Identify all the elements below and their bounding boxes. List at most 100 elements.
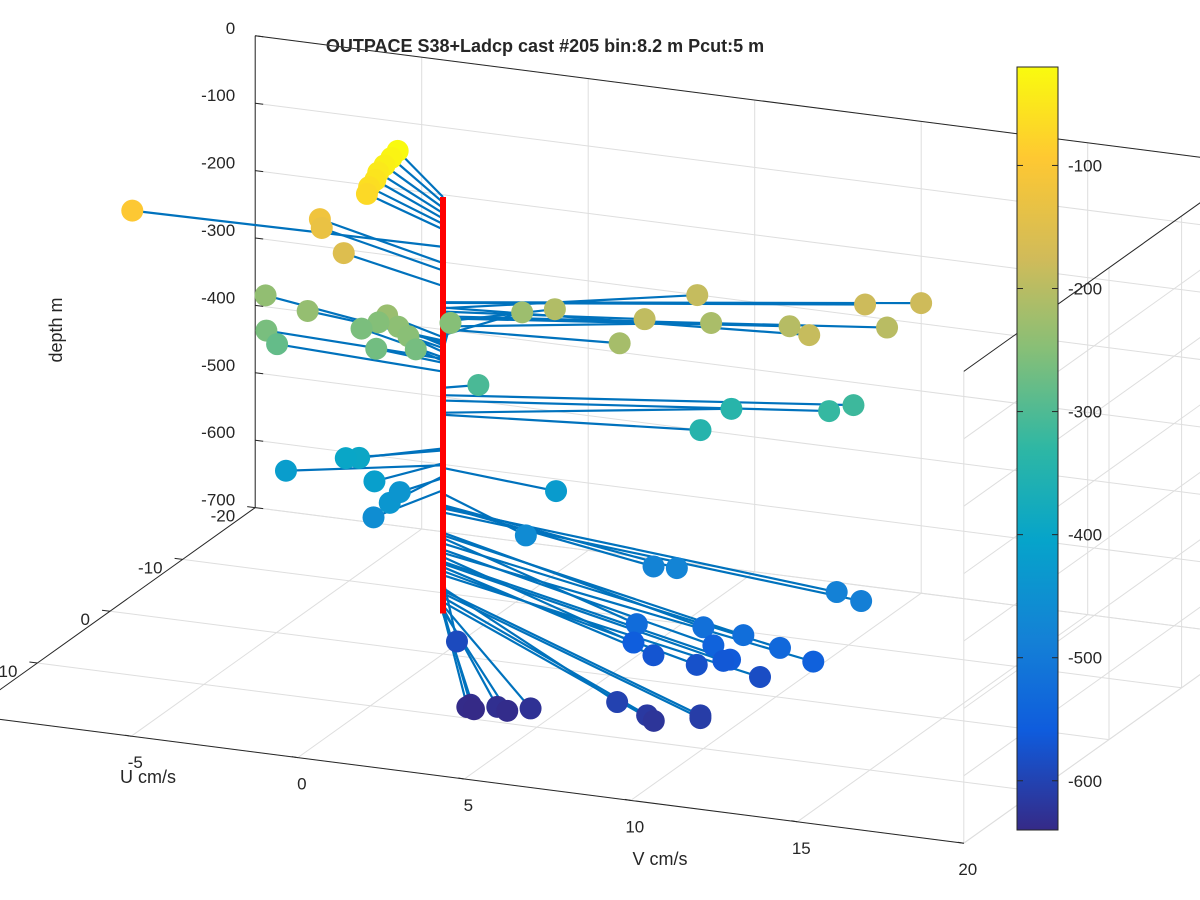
x-tick-label: 15 xyxy=(792,839,811,858)
current-stick xyxy=(442,534,744,637)
data-point xyxy=(622,631,645,654)
current-stick xyxy=(442,562,724,662)
current-stick xyxy=(442,604,532,710)
data-point xyxy=(511,301,534,324)
data-point xyxy=(642,709,665,732)
z-tick-mark xyxy=(255,237,264,240)
data-point xyxy=(802,650,825,673)
current-stick xyxy=(276,343,444,373)
current-stick xyxy=(442,394,854,407)
data-point xyxy=(642,644,665,667)
data-point xyxy=(818,400,841,423)
colorbar-tick-label: -200 xyxy=(1068,280,1102,299)
current-stick xyxy=(442,574,761,679)
current-stick xyxy=(390,157,444,204)
data-point xyxy=(334,447,357,470)
current-stick xyxy=(377,171,444,215)
data-point xyxy=(355,182,378,205)
colorbar-ticks: -100 -200 -300 -400 -500 -600 xyxy=(1017,156,1102,791)
colorbar-gradient xyxy=(1016,66,1059,831)
data-point xyxy=(362,506,385,529)
current-stick xyxy=(442,507,837,594)
data-point xyxy=(686,284,709,307)
data-point xyxy=(543,298,566,321)
data-point xyxy=(367,311,390,334)
current-stick xyxy=(132,209,444,248)
data-point xyxy=(467,373,490,396)
current-stick xyxy=(321,226,444,272)
grid-line xyxy=(255,372,1200,495)
z-tick-label: -200 xyxy=(201,154,235,173)
y-tick-label: 10 xyxy=(0,662,17,681)
data-point xyxy=(910,292,933,315)
data-point xyxy=(296,299,319,322)
z-tick-mark xyxy=(255,35,264,38)
current-stick xyxy=(373,489,444,519)
y-tick-label: -20 xyxy=(211,507,236,526)
current-stick xyxy=(442,407,732,414)
x-tick-mark xyxy=(291,756,298,759)
data-point xyxy=(768,636,791,659)
x-tick-label: 5 xyxy=(464,796,473,815)
y-tick-mark xyxy=(29,661,38,664)
data-point xyxy=(749,666,772,689)
x-tick-mark xyxy=(957,841,964,844)
data-point xyxy=(689,707,712,730)
data-point xyxy=(692,616,715,639)
x-tick-label: 10 xyxy=(625,817,644,836)
data-point xyxy=(825,581,848,604)
colorbar-tick-label: -300 xyxy=(1068,403,1102,422)
data-points xyxy=(121,139,933,732)
grid-line xyxy=(37,662,1037,792)
data-point xyxy=(689,419,712,442)
data-point xyxy=(254,284,277,307)
current-stick xyxy=(442,328,620,345)
data-point xyxy=(608,332,631,355)
data-point xyxy=(445,630,468,653)
data-point xyxy=(876,316,899,339)
data-point xyxy=(606,691,629,714)
y-tick-label: 0 xyxy=(81,610,90,629)
grid-line xyxy=(963,404,1200,575)
current-stick xyxy=(442,413,701,432)
grid-line xyxy=(255,439,1200,563)
data-point xyxy=(642,555,665,578)
x-tick-label: 20 xyxy=(958,860,977,879)
current-stick xyxy=(442,301,866,306)
grid-line xyxy=(963,606,1200,777)
z-tick-label: -100 xyxy=(201,86,235,105)
data-point xyxy=(850,590,873,613)
data-point xyxy=(121,199,144,222)
data-point xyxy=(665,557,688,580)
colorbar-tick-label: -600 xyxy=(1068,772,1102,791)
data-point xyxy=(842,394,865,417)
x-tick-mark xyxy=(125,734,132,737)
z-tick-label: -300 xyxy=(201,221,235,240)
x-tick-mark xyxy=(458,777,465,780)
data-point xyxy=(854,293,877,316)
current-stick xyxy=(442,551,814,663)
y-tick-mark xyxy=(101,609,111,612)
x-axis-label: V cm/s xyxy=(632,849,687,869)
current-stick xyxy=(442,592,701,720)
data-point xyxy=(545,480,568,503)
y-tick-mark xyxy=(247,506,256,509)
grid-line xyxy=(963,539,1200,709)
z-tick-mark xyxy=(255,507,264,510)
z-axis-label: depth m xyxy=(46,297,66,362)
data-point xyxy=(439,311,462,334)
data-point xyxy=(404,338,427,361)
data-point xyxy=(625,613,648,636)
current-stick xyxy=(383,164,444,209)
z-tick-mark xyxy=(255,439,264,442)
grid-line xyxy=(255,102,1200,226)
current-stick xyxy=(285,464,444,472)
y-tick-label: -10 xyxy=(138,558,163,577)
data-point xyxy=(712,649,735,672)
data-point xyxy=(633,308,656,331)
current-stick xyxy=(442,399,830,413)
data-point xyxy=(700,311,723,334)
current-stick xyxy=(366,192,444,231)
